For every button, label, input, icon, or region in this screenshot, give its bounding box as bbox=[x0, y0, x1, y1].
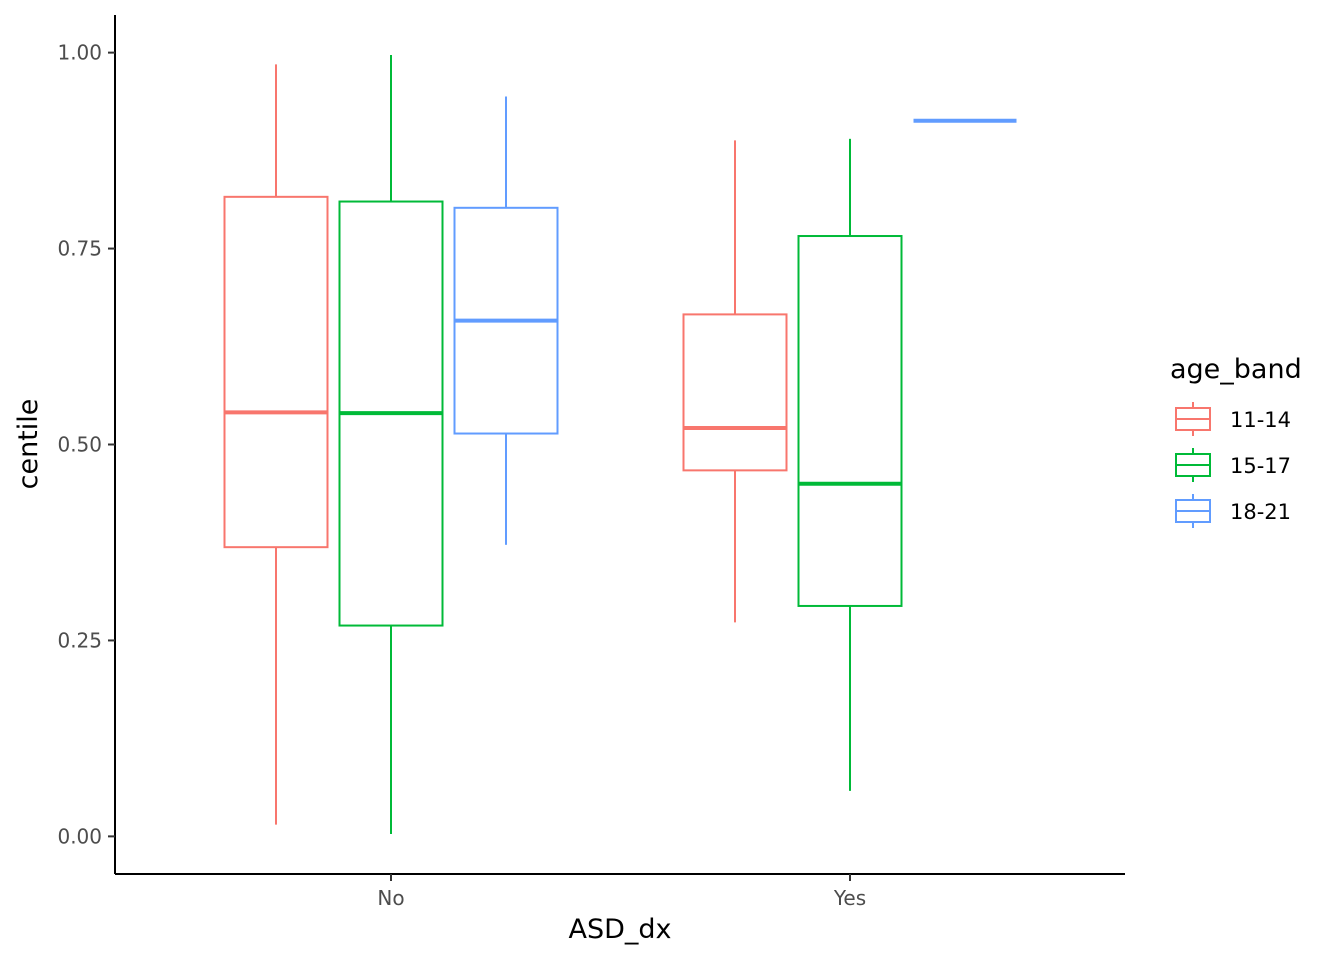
y-axis-title: centile bbox=[13, 399, 44, 490]
x-axis-title: ASD_dx bbox=[568, 914, 671, 945]
legend-title: age_band bbox=[1170, 354, 1302, 385]
box-18-21-No bbox=[453, 96, 559, 545]
y-tick-label: 1.00 bbox=[57, 41, 102, 65]
legend-label: 15-17 bbox=[1230, 454, 1291, 478]
box-11-14-No bbox=[223, 64, 329, 825]
box-11-14-Yes bbox=[682, 140, 788, 623]
plot-marks bbox=[223, 54, 1017, 835]
x-tick-label: Yes bbox=[833, 886, 866, 910]
legend-label: 11-14 bbox=[1230, 408, 1291, 432]
y-ticks: 0.00 0.25 0.50 0.75 1.00 bbox=[57, 41, 115, 848]
box-iqr bbox=[223, 195, 329, 549]
legend-item-15-17: 15-17 bbox=[1175, 448, 1291, 482]
axes: 0.00 0.25 0.50 0.75 1.00 No Yes ASD_dx centil… bbox=[13, 15, 1125, 945]
y-tick-label: 0.00 bbox=[57, 824, 102, 848]
legend-item-11-14: 11-14 bbox=[1175, 402, 1291, 436]
box-iqr bbox=[682, 313, 788, 472]
y-tick-label: 0.75 bbox=[57, 237, 102, 261]
legend-label: 18-21 bbox=[1230, 500, 1291, 524]
y-tick-label: 0.25 bbox=[57, 628, 102, 652]
y-tick-label: 0.50 bbox=[57, 433, 102, 457]
x-ticks: No Yes bbox=[377, 874, 866, 910]
box-15-17-No bbox=[338, 54, 444, 835]
legend-item-18-21: 18-21 bbox=[1175, 494, 1291, 528]
x-tick-label: No bbox=[377, 886, 404, 910]
legend-keys: 11-14 15-17 18-21 bbox=[1175, 402, 1291, 528]
box-iqr bbox=[797, 235, 903, 607]
legend: age_band 11-14 15-17 18-21 bbox=[1170, 354, 1302, 528]
box-15-17-Yes bbox=[797, 138, 903, 791]
